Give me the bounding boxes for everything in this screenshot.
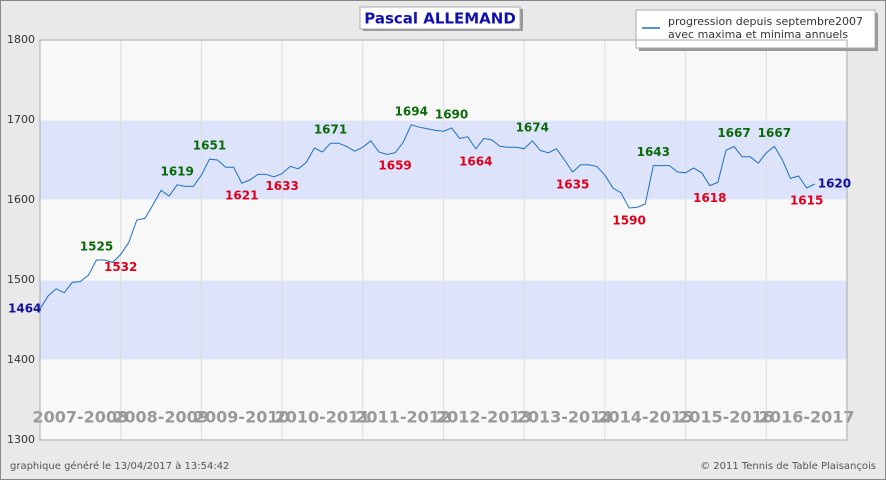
y-tick-label: 1500 xyxy=(7,273,35,286)
max-label: 1525 xyxy=(80,240,113,254)
min-label: 1621 xyxy=(225,189,258,203)
min-label: 1659 xyxy=(378,158,411,172)
max-label: 1667 xyxy=(758,126,791,140)
season-label: 2008-2009 xyxy=(113,408,209,427)
max-label: 1667 xyxy=(717,126,750,140)
end-label: 1620 xyxy=(818,177,851,191)
season-label: 2015-2016 xyxy=(678,408,774,427)
y-tick-label: 1300 xyxy=(7,433,35,446)
min-label: 1635 xyxy=(556,178,589,192)
max-label: 1690 xyxy=(435,108,468,122)
season-label: 2012-2013 xyxy=(436,408,532,427)
title-box xyxy=(359,6,521,30)
max-label: 1651 xyxy=(193,139,226,153)
max-label: 1671 xyxy=(314,123,347,137)
legend-label: avec maxima et minima annuels xyxy=(668,28,848,41)
footer-right: © 2011 Tennis de Table Plaisançois xyxy=(700,461,876,472)
max-label: 1619 xyxy=(160,164,193,178)
min-label: 1532 xyxy=(104,260,137,274)
season-label: 2013-2014 xyxy=(517,408,613,427)
plot-frame xyxy=(39,39,848,441)
min-label: 1618 xyxy=(693,191,726,205)
y-tick-label: 1700 xyxy=(7,113,35,126)
season-label: 2014-2015 xyxy=(597,408,693,427)
min-label: 1633 xyxy=(265,179,298,193)
min-label: 1590 xyxy=(612,214,645,228)
max-label: 1674 xyxy=(516,120,549,134)
season-label: 2009-2010 xyxy=(194,408,290,427)
legend-label: progression depuis septembre2007 xyxy=(668,15,863,28)
line xyxy=(39,124,815,310)
min-label: 1615 xyxy=(790,194,823,208)
footer-left: graphique généré le 13/04/2017 à 13:54:4… xyxy=(10,460,229,472)
chart-title: Pascal ALLEMAND xyxy=(364,10,516,28)
y-tick-label: 1600 xyxy=(7,193,35,206)
start-label: 1464 xyxy=(8,301,41,315)
season-label: 2010-2011 xyxy=(275,408,371,427)
min-label: 1664 xyxy=(459,154,492,168)
y-tick-label: 1400 xyxy=(7,353,35,366)
max-label: 1643 xyxy=(637,145,670,159)
y-tick-label: 1800 xyxy=(7,33,35,46)
legend xyxy=(635,9,876,49)
season-label: 2007-2008 xyxy=(32,408,128,427)
max-label: 1694 xyxy=(395,104,428,118)
season-label: 2016-2017 xyxy=(759,408,855,427)
season-label: 2011-2012 xyxy=(355,408,451,427)
